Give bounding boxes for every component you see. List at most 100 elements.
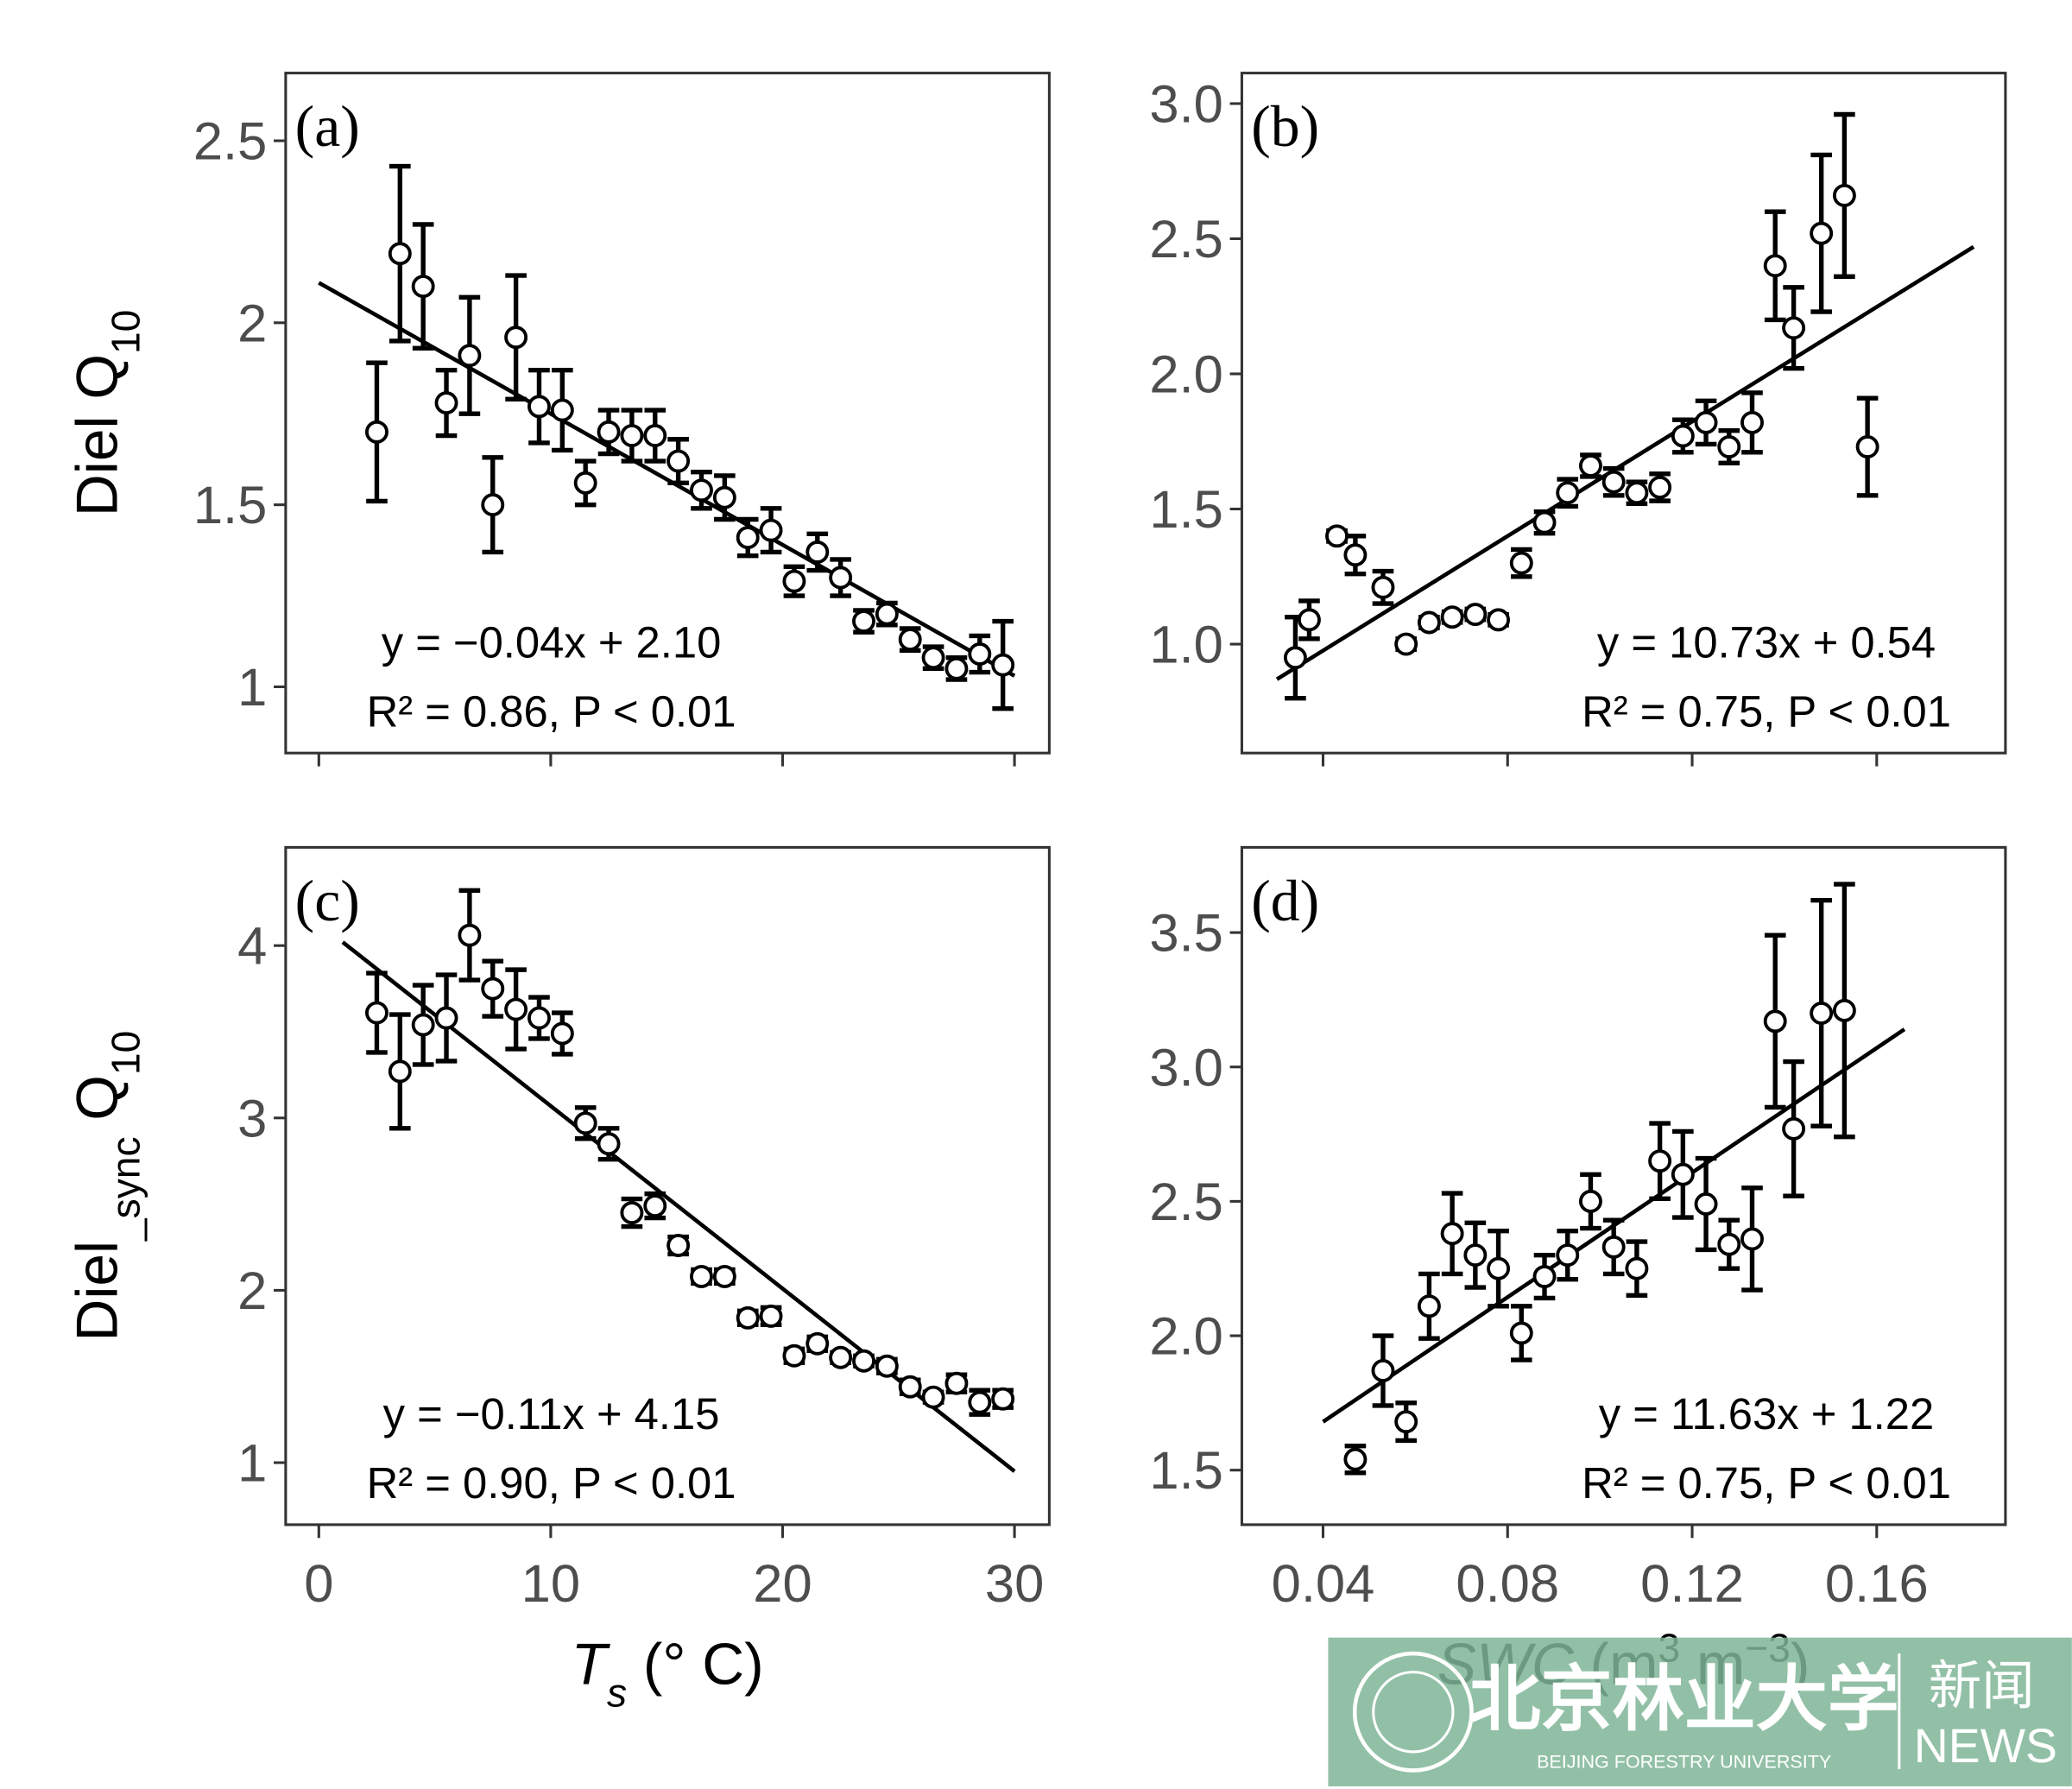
point (504, 997, 528, 1021)
watermark-news-en: NEWS (1914, 1719, 2057, 1773)
point (1343, 1447, 1368, 1471)
watermark-news-cn: 新闻 (1929, 1657, 2035, 1716)
y-tick-label: 1 (237, 1434, 267, 1494)
point (921, 646, 945, 670)
y-tick-label: 4 (237, 917, 267, 977)
label-part: Q (66, 1075, 130, 1136)
point (1325, 524, 1349, 548)
point (1440, 1222, 1464, 1246)
watermark-logo-inner (1372, 1671, 1455, 1754)
fit-line (318, 281, 1016, 678)
point (1556, 1243, 1580, 1267)
point (1417, 610, 1441, 635)
x-tick-label: 0 (304, 1554, 333, 1614)
point (1487, 1256, 1511, 1280)
x-tick-label: 0.08 (1456, 1554, 1559, 1614)
point (1810, 1002, 1834, 1025)
y-tick-label: 1.5 (1149, 1441, 1223, 1501)
point (1782, 316, 1806, 340)
point (388, 242, 412, 266)
point (1343, 543, 1368, 567)
point (1832, 998, 1856, 1022)
point (829, 1345, 853, 1369)
point (1578, 1189, 1602, 1213)
fit-line (1275, 244, 1975, 681)
label-part: 10 (104, 310, 148, 354)
label-part: s (607, 1670, 627, 1715)
point (1740, 410, 1764, 434)
point (643, 424, 667, 447)
y-tick-label: 2 (237, 1261, 267, 1321)
label-part: T (572, 1632, 611, 1697)
y-tick-label: 1.5 (1149, 480, 1223, 540)
point (1371, 575, 1395, 599)
point (1532, 510, 1557, 534)
point (1463, 603, 1488, 627)
y-tick-label: 2 (237, 294, 267, 353)
label-part: (° C) (627, 1632, 764, 1697)
point (364, 420, 388, 444)
point (1832, 183, 1856, 207)
point (1648, 476, 1672, 499)
point (504, 326, 528, 350)
point (434, 391, 458, 415)
point (968, 642, 992, 666)
label-part: Diel (66, 1241, 130, 1342)
point (991, 1387, 1015, 1411)
point (782, 1343, 806, 1368)
point (458, 923, 482, 947)
point (1417, 1294, 1441, 1318)
point (1671, 424, 1695, 448)
point (1509, 551, 1533, 575)
point (1283, 646, 1307, 670)
point (690, 478, 713, 503)
label-part: Q (66, 354, 130, 400)
y-tick-label: 3.0 (1149, 1038, 1223, 1097)
point (1763, 1009, 1787, 1034)
point (991, 653, 1015, 677)
point (1487, 608, 1511, 632)
point (527, 395, 551, 419)
point (690, 1264, 713, 1288)
point (1694, 1192, 1718, 1216)
point (1601, 1235, 1626, 1259)
y-axis-label: Diel Q10 (66, 310, 148, 516)
y-tick-label: 3.5 (1149, 904, 1223, 964)
x-tick-label: 10 (521, 1554, 580, 1614)
point (898, 1375, 922, 1399)
point (411, 1013, 435, 1037)
point (736, 526, 760, 550)
watermark-logo (1352, 1651, 1474, 1773)
fit-stats: R² = 0.90, P < 0.01 (367, 1458, 736, 1508)
x-tick-label: 30 (985, 1554, 1044, 1614)
fit-stats: R² = 0.75, P < 0.01 (1582, 686, 1951, 736)
fit-stats: R² = 0.75, P < 0.01 (1582, 1458, 1951, 1508)
point (875, 1354, 899, 1378)
point (1625, 481, 1649, 505)
point (1648, 1149, 1672, 1173)
plot-frame (284, 845, 1051, 1527)
point (875, 602, 899, 626)
equation: y = −0.04x + 2.10 (382, 617, 722, 667)
equation: y = −0.11x + 4.15 (383, 1389, 720, 1438)
point (458, 344, 482, 368)
point (1371, 1359, 1395, 1382)
point (1671, 1162, 1695, 1186)
point (968, 1390, 992, 1414)
point (736, 1305, 760, 1330)
point (597, 1132, 621, 1156)
point (1394, 632, 1418, 656)
plot-frame (284, 72, 1051, 755)
x-tick-label: 0.12 (1640, 1554, 1744, 1614)
point (944, 1371, 969, 1395)
y-tick-label: 2.0 (1149, 345, 1223, 405)
fit-stats: R² = 0.86, P < 0.01 (367, 686, 736, 736)
point (364, 1001, 388, 1025)
point (573, 1111, 597, 1135)
y-tick-label: 3.0 (1149, 75, 1223, 135)
point (1782, 1116, 1806, 1141)
watermark-name-cn: 北京林业大学 (1469, 1659, 1899, 1740)
plot-frame (1240, 72, 2007, 755)
point (1509, 1321, 1533, 1345)
